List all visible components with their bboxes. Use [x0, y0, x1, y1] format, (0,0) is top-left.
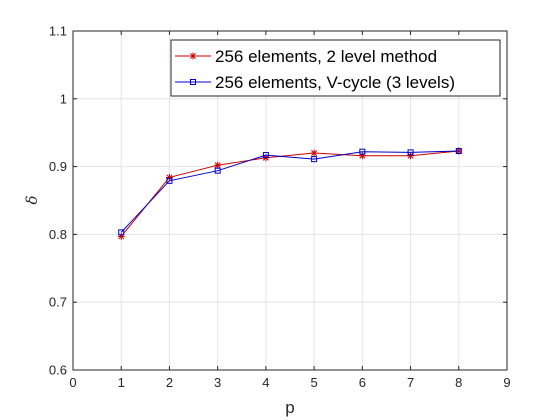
- legend-box: [170, 39, 501, 97]
- data-point-1: [407, 152, 415, 160]
- x-tick-label: 9: [503, 375, 510, 390]
- data-point-1: [165, 173, 173, 181]
- ticks: 0 1 2 3 4 5 6 7 8 9 0.6 0.7 0.8 0.9 1 1.1: [49, 24, 511, 391]
- legend-marker-1: [189, 52, 197, 60]
- series-2: [118, 148, 462, 236]
- data-point-1: [214, 161, 222, 169]
- legend-marker-2: [190, 79, 196, 85]
- x-tick-label: 6: [359, 375, 366, 390]
- x-tick-label: 8: [455, 375, 462, 390]
- y-tick-label: 0.7: [49, 295, 67, 310]
- x-tick-label: 0: [69, 375, 76, 390]
- legend-label-1: 256 elements, 2 level method: [215, 47, 437, 66]
- series-line-2: [120, 150, 459, 233]
- data-point-2: [311, 156, 318, 163]
- x-tick-label: 3: [214, 375, 221, 390]
- y-tick-label: 0.6: [49, 363, 67, 378]
- data-point-1: [310, 149, 318, 157]
- data-point-2: [455, 148, 462, 155]
- data-point-2: [359, 148, 366, 155]
- legend-marker-symbol-2: [190, 79, 196, 85]
- y-axis-label: δ: [23, 195, 41, 204]
- x-axis-label: p: [285, 398, 294, 417]
- data-point-2: [166, 177, 173, 184]
- legend-marker-symbol-1: [189, 52, 197, 60]
- y-tick-label: 0.8: [49, 227, 67, 242]
- data-point-2: [407, 149, 414, 156]
- series-line-1: [120, 150, 459, 237]
- x-tick-label: 2: [166, 375, 173, 390]
- data-point-2: [214, 167, 221, 174]
- x-tick-label: 4: [262, 375, 269, 390]
- y-tick-label: 1.1: [49, 24, 67, 39]
- y-tick-label: 1: [60, 91, 67, 106]
- x-tick-label: 7: [407, 375, 414, 390]
- data-point-2: [118, 229, 125, 236]
- legend-label-2: 256 elements, V-cycle (3 levels): [215, 73, 455, 92]
- data-point-2: [262, 152, 269, 159]
- series-layer: [117, 147, 463, 240]
- y-tick-label: 0.9: [49, 159, 67, 174]
- x-tick-label: 1: [118, 375, 125, 390]
- x-tick-label: 5: [310, 375, 317, 390]
- plot-frame: [72, 30, 508, 371]
- legend: 256 elements, 2 level method 256 element…: [170, 39, 501, 97]
